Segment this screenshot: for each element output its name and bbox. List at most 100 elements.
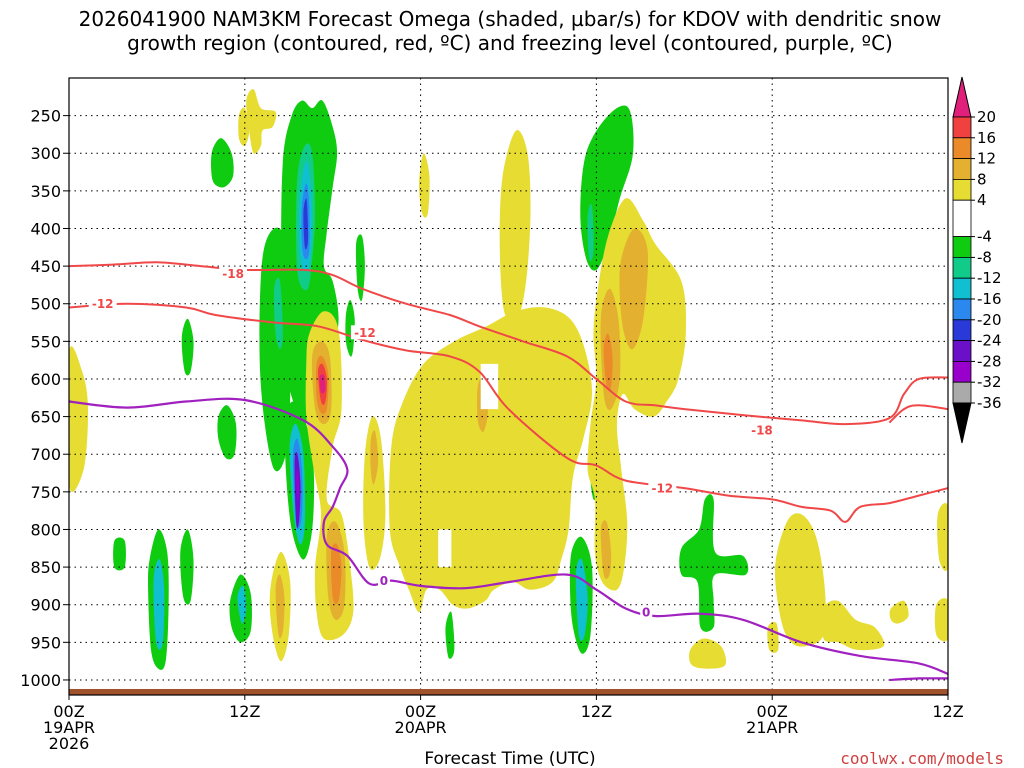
omega-region-19 [153, 559, 165, 650]
omega-region-42 [363, 416, 386, 570]
colorbar-label: -24 [977, 332, 1002, 350]
colorbar-label: -8 [977, 248, 992, 266]
omega-region-30 [246, 89, 277, 154]
omega-region-58 [688, 638, 727, 669]
colorbar-bin [952, 360, 972, 383]
colorbar-bin [952, 116, 972, 139]
colorbar-bin [952, 381, 972, 404]
omega-region-54 [821, 600, 885, 651]
dgz-contour-1 [69, 302, 948, 523]
freezing-level-contour-4 [889, 677, 948, 682]
omega-region-12 [296, 468, 299, 500]
contour-label-bg [350, 325, 379, 340]
x-tick-label: 00Z [53, 702, 84, 721]
contour-label: -18 [222, 267, 244, 281]
omega-shading [69, 89, 948, 670]
colorbar-bin [952, 340, 972, 362]
dgz-contour-2 [888, 404, 948, 424]
x-tick-label: 19APR [43, 718, 95, 737]
x-tick-label: 20APR [395, 718, 447, 737]
omega-region-51 [600, 520, 612, 579]
contour-label: -18 [751, 424, 773, 438]
omega-region-22 [237, 585, 247, 624]
plot-frame [68, 77, 949, 696]
omega-region-55 [889, 600, 909, 624]
omega-region-5 [303, 198, 309, 250]
omega-region-59 [767, 621, 779, 653]
omega-region-17 [113, 537, 126, 571]
omega-region-29 [679, 494, 749, 632]
x-tick-label: 12Z [932, 702, 963, 721]
omega-region-34 [275, 574, 285, 639]
omega-region-7 [273, 277, 283, 349]
x-tick-label: 12Z [229, 702, 260, 721]
x-tick-label: 2026 [49, 734, 90, 753]
y-tick-label: 650 [30, 408, 61, 427]
contour-label-bg [377, 573, 390, 588]
omega-region-43 [370, 430, 379, 485]
omega-region-49 [603, 333, 613, 391]
omega-region-14 [355, 234, 365, 302]
colorbar-bin [952, 236, 972, 258]
colorbar-top-arrow [952, 76, 972, 118]
omega-region-16 [217, 405, 237, 460]
omega-region-20 [180, 529, 194, 605]
omega-region-15 [181, 318, 194, 376]
colorbar-label: 16 [977, 129, 996, 147]
contour-label: -12 [354, 326, 376, 340]
omega-region-57 [934, 598, 948, 642]
colorbar-label: -12 [977, 269, 1002, 287]
colorbar-label: 4 [977, 191, 987, 209]
omega-region-41 [330, 543, 342, 605]
colorbar-bin [952, 319, 972, 341]
omega-region-46 [499, 130, 531, 322]
terrain-fill [69, 688, 948, 695]
omega-region-39 [319, 374, 326, 394]
omega-region-24 [587, 204, 594, 262]
x-tick-label: 21APR [746, 718, 798, 737]
colorbar-bin [952, 277, 972, 300]
colorbar-bin [952, 298, 972, 321]
contour-label-bg [219, 266, 248, 281]
colorbar-bottom-arrow [952, 402, 972, 444]
y-tick-label: 900 [30, 596, 61, 615]
omega-region-23 [580, 105, 634, 271]
y-tick-label: 550 [30, 332, 61, 351]
y-tick-label: 800 [30, 520, 61, 539]
omega-region-26 [575, 558, 588, 641]
contour-label-bg [88, 296, 117, 311]
colorbar-label: -4 [977, 228, 992, 246]
colorbar-label: -20 [977, 311, 1002, 329]
y-tick-label: 350 [30, 182, 61, 201]
colorbar-bin [952, 158, 972, 180]
x-tick-label: 00Z [757, 702, 788, 721]
colorbar-bin [952, 256, 972, 279]
freezing-level-contour-3 [69, 397, 948, 675]
y-tick-label: 400 [30, 219, 61, 238]
y-tick-label: 850 [30, 558, 61, 577]
colorbar: 20 16 12 8 4 -4 -8 -12 -16 -20 -24 -28 -32 -36 [952, 76, 1002, 444]
contour-label-bg [640, 605, 653, 620]
contour-lines: -18 -18 -12 -12 -12 0 0 [69, 261, 948, 682]
colorbar-label: -32 [977, 373, 1002, 391]
contour-label: -12 [92, 297, 114, 311]
chart-title-line1: 2026041900 NAM3KM Forecast Omega (shaded… [79, 7, 942, 31]
colorbar-label: -16 [977, 290, 1002, 308]
y-tick-label: 700 [30, 445, 61, 464]
omega-hole-0 [438, 529, 452, 568]
omega-region-32 [69, 346, 89, 492]
colorbar-bin [952, 137, 972, 160]
omega-region-56 [937, 503, 948, 571]
omega-region-28 [445, 611, 455, 659]
contour-label: 0 [380, 574, 388, 588]
y-tick-label: 500 [30, 295, 61, 314]
colorbar-label: 12 [977, 150, 996, 168]
y-tick-label: 250 [30, 107, 61, 126]
y-tick-label: 750 [30, 483, 61, 502]
y-tick-label: 950 [30, 633, 61, 652]
x-tick-label: 00Z [405, 702, 436, 721]
omega-region-50 [619, 228, 649, 350]
terrain [69, 688, 948, 695]
